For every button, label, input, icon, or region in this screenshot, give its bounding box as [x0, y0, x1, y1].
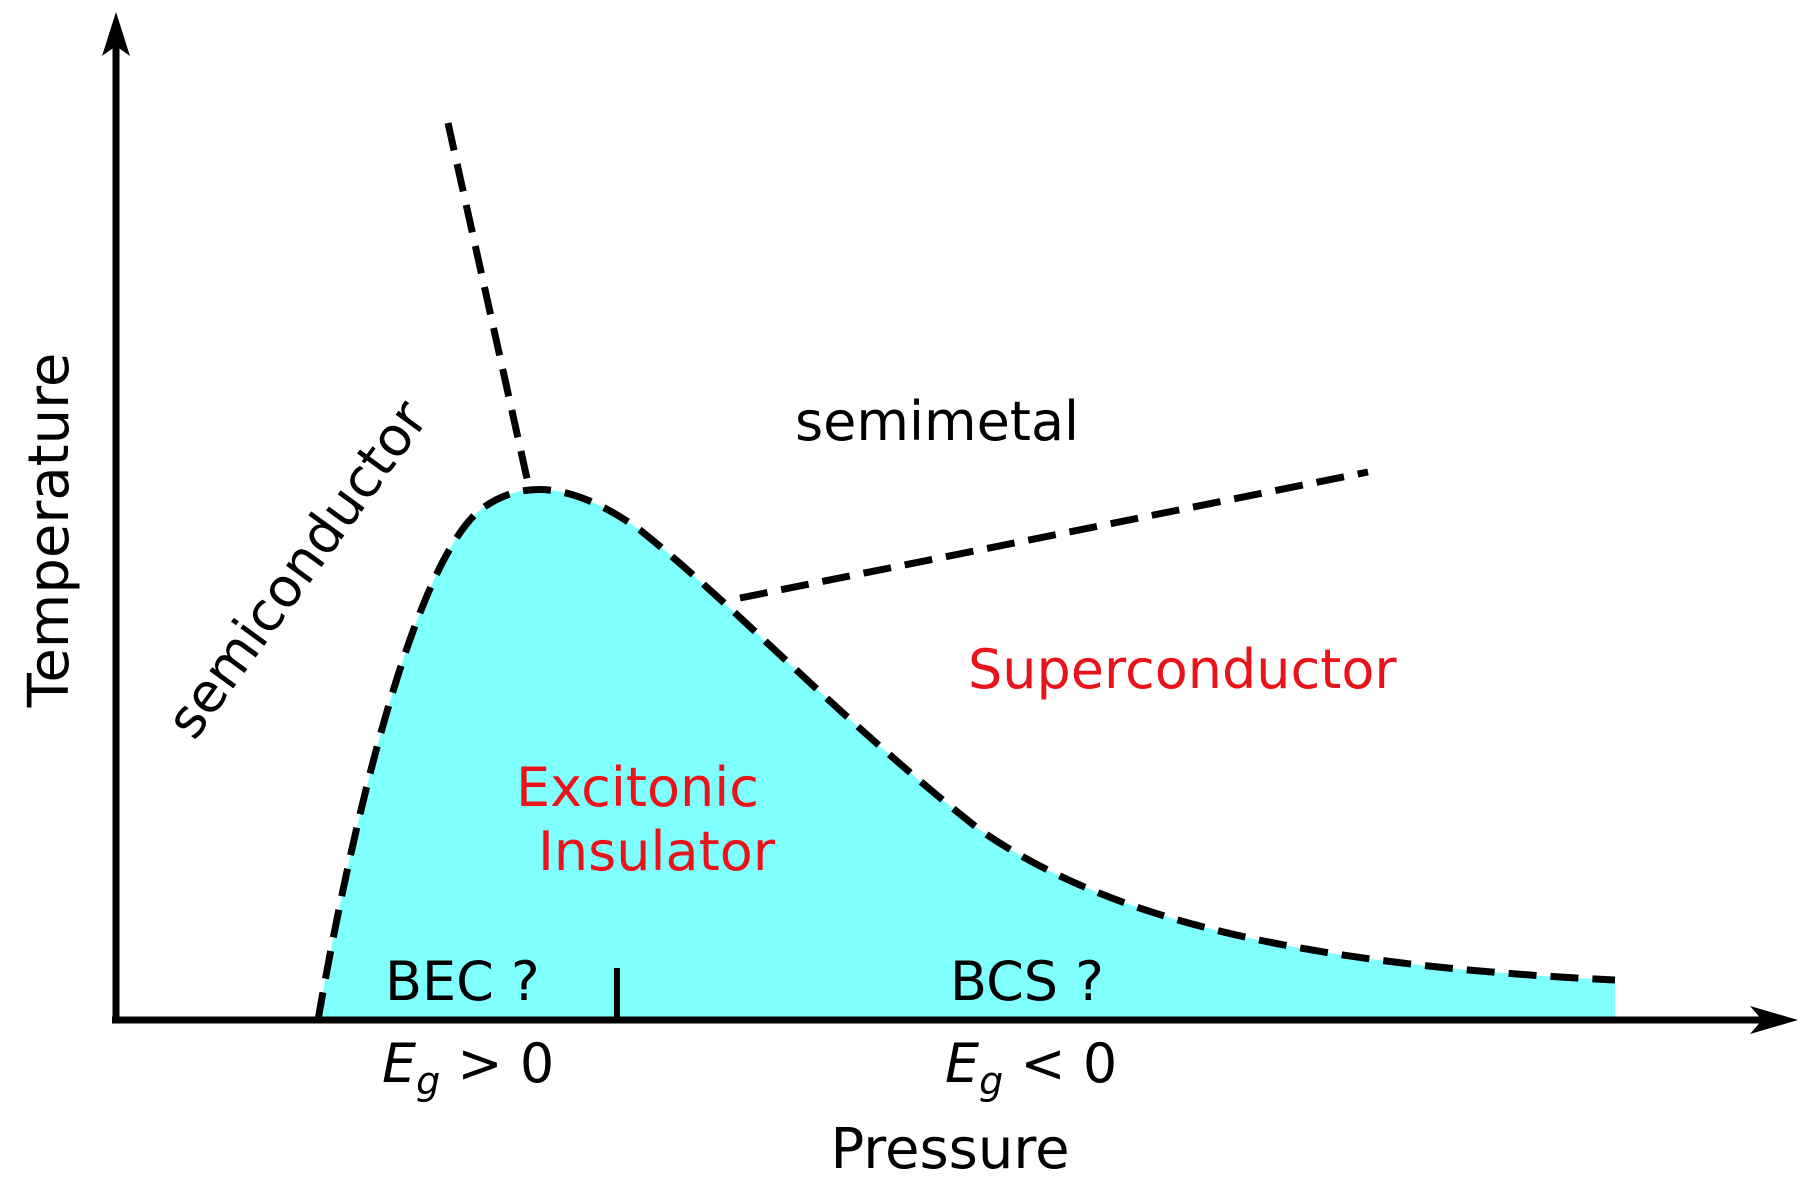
semimetal-superconductor-boundary — [739, 468, 1369, 602]
excitonic-insulator-label-line2: Insulator — [538, 820, 776, 883]
gap-label-negative: Eg < 0 — [945, 1032, 1117, 1103]
excitonic-insulator-dome — [318, 489, 1615, 1020]
superconductor-label: Superconductor — [968, 638, 1397, 701]
bec-label: BEC ? — [385, 950, 540, 1013]
dome-boundary-line — [314, 486, 1616, 1021]
y-axis-arrowhead — [102, 12, 130, 56]
x-axis-label: Pressure — [830, 1117, 1069, 1182]
semimetal-label: semimetal — [795, 390, 1079, 453]
y-axis-label: Temperature — [17, 353, 82, 709]
bcs-label: BCS ? — [950, 950, 1104, 1013]
semiconductor-semimetal-boundary — [444, 122, 534, 493]
gap-label-positive: Eg > 0 — [382, 1032, 554, 1103]
x-axis-arrowhead — [1750, 1006, 1798, 1034]
excitonic-insulator-label-line1: Excitonic — [516, 756, 759, 819]
